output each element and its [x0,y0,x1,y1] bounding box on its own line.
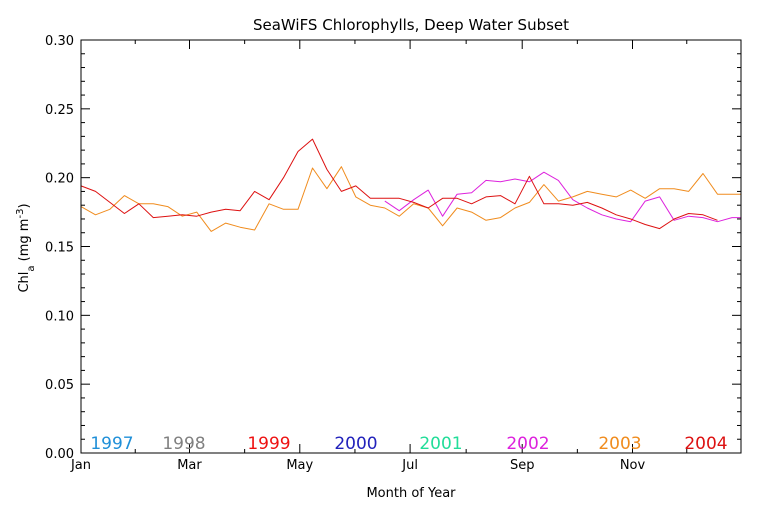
legend-label-2002: 2002 [506,434,549,454]
y-axis-label-unit: (mg m [17,219,32,266]
y-tick-label: 0.30 [45,34,74,49]
axis-ticks: 0.00 0.05 0.10 0.15 0.20 0.25 0.30 Jan Mar May Jul… [45,34,741,473]
y-tick-label: 0.20 [45,172,74,187]
y-tick-label: 0.25 [45,103,74,118]
y-axis-label-exp: -3 [15,209,26,219]
y-axis-label: Chla (mg m-3) [15,203,37,292]
legend-label-1999: 1999 [247,434,290,454]
legend-label-2001: 2001 [419,434,462,454]
y-tick-label: 0.10 [45,309,74,324]
legend-label-2004: 2004 [684,434,727,454]
y-tick-label: 0.05 [45,378,74,393]
legend-label-2000: 2000 [334,434,377,454]
y-tick-label: 0.00 [45,447,74,462]
x-tick-label: Sep [510,458,535,473]
x-tick-label: Jul [401,458,418,473]
svg-text:Chla (mg m-3): Chla (mg m-3) [15,203,37,292]
x-tick-label: Nov [620,458,646,473]
x-tick-label: Mar [177,458,202,473]
x-tick-label: May [286,458,313,473]
legend-label-2003: 2003 [598,434,641,454]
y-axis-label-sub: a [26,265,37,271]
series-line-2003 [80,166,741,232]
y-axis-label-close: ) [17,203,32,208]
series-line-2004 [80,138,718,230]
legend: 1997 1998 1999 2000 2001 2002 2003 2004 [90,434,727,454]
y-axis-label-main: Chl [17,272,32,293]
legend-label-1998: 1998 [162,434,205,454]
x-axis-label: Month of Year [366,486,456,501]
y-tick-label: 0.15 [45,241,74,256]
series-line-2002 [384,171,741,223]
legend-label-1997: 1997 [90,434,133,454]
plot-frame [80,39,742,454]
chart-title: SeaWiFS Chlorophylls, Deep Water Subset [253,16,569,34]
x-tick-label: Jan [70,458,91,473]
series-lines [80,138,741,232]
